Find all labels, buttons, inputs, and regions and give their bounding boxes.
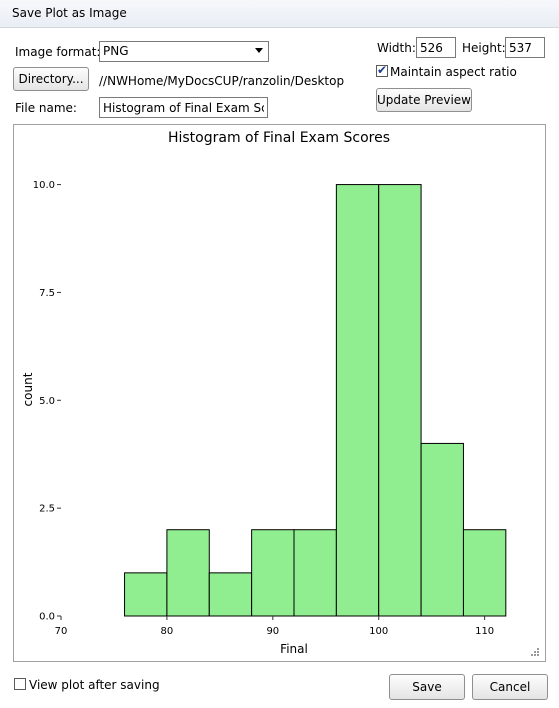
maintain-aspect-checkbox[interactable]: ✔ (376, 63, 388, 77)
maintain-aspect-label: Maintain aspect ratio (390, 65, 517, 79)
update-preview-button[interactable]: Update Preview (376, 88, 472, 112)
histogram-chart: Histogram of Final Exam Scores 0.0 2.5 5.0 7… (21, 130, 507, 656)
chart-title: Histogram of Final Exam Scores (168, 130, 390, 146)
image-format-select[interactable]: PNG (99, 41, 269, 62)
height-input[interactable] (505, 37, 545, 58)
y-tick-label: 2.5 (39, 504, 55, 515)
image-format-label: Image format: (15, 45, 101, 59)
save-button[interactable]: Save (389, 674, 465, 700)
histogram-bar-2 (166, 529, 210, 617)
x-tick-label: 70 (55, 626, 68, 637)
histogram-bar-4 (251, 529, 295, 617)
histogram-bar-8 (420, 442, 464, 617)
y-tick-label: 7.5 (39, 288, 55, 299)
histogram-bar-3 (208, 572, 253, 617)
histogram-bar-1 (124, 572, 168, 617)
file-name-label: File name: (15, 101, 77, 115)
x-tick-label: 110 (475, 626, 494, 637)
x-tick-label: 80 (161, 626, 174, 637)
y-tick-label: 10.0 (33, 180, 55, 191)
x-tick-label: 90 (266, 626, 279, 637)
image-format-value: PNG (103, 44, 129, 58)
plot-preview: Histogram of Final Exam Scores 0.0 2.5 5.0 7… (13, 124, 546, 662)
histogram-bar-9 (462, 529, 507, 617)
title-bar: Save Plot as Image (0, 0, 559, 28)
cancel-button[interactable]: Cancel (472, 674, 548, 700)
y-tick-label: 0.0 (39, 612, 55, 623)
file-name-input[interactable] (99, 97, 268, 118)
histogram-bar-5 (293, 529, 337, 617)
histogram-bar-6 (335, 184, 380, 617)
width-input[interactable] (416, 37, 456, 58)
resize-grip-icon[interactable] (526, 645, 540, 659)
view-after-saving-label: View plot after saving (29, 678, 160, 692)
width-label: Width: (377, 41, 416, 55)
histogram-bar-7 (378, 184, 422, 617)
height-label: Height: (462, 41, 506, 55)
directory-button[interactable]: Directory... (13, 67, 89, 91)
checkmark-icon: ✔ (377, 63, 388, 77)
view-after-saving-checkbox[interactable]: ✔ (14, 678, 26, 690)
directory-path: //NWHome/MyDocsCUP/ranzolin/Desktop (99, 74, 345, 88)
chevron-down-icon (255, 48, 263, 53)
y-tick-label: 5.0 (39, 396, 55, 407)
x-axis-label: Final (280, 642, 308, 656)
y-axis-label: count (21, 372, 35, 406)
window-title: Save Plot as Image (12, 6, 127, 20)
x-tick-label: 100 (369, 626, 388, 637)
